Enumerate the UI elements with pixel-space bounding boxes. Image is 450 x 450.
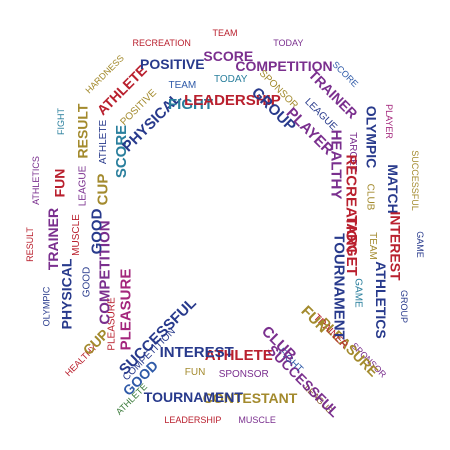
word-successful: SUCCESSFUL — [409, 149, 420, 211]
word-olympic: OLYMPIC — [40, 286, 51, 327]
word-team: TEAM — [168, 80, 197, 92]
word-athlete: ATHLETE — [204, 346, 273, 364]
word-recreation: RECREATION — [132, 38, 191, 49]
word-result: RESULT — [74, 103, 91, 159]
word-today: TODAY — [213, 74, 248, 86]
word-pleasure: PLEASURE — [117, 268, 135, 350]
word-muscle: MUSCLE — [71, 213, 83, 256]
word-muscle: MUSCLE — [238, 414, 276, 425]
word-sponsor: SPONSOR — [218, 368, 269, 380]
word-trainer: TRAINER — [45, 207, 62, 271]
word-competition: COMPETITION — [235, 58, 333, 75]
word-good: GOOD — [88, 208, 106, 255]
word-fight: FIGHT — [168, 96, 214, 114]
word-today: TODAY — [273, 38, 304, 49]
word-interest: INTEREST — [159, 344, 234, 362]
word-fight: FIGHT — [56, 107, 67, 135]
word-athletics: ATHLETICS — [373, 261, 390, 339]
word-game: GAME — [353, 277, 365, 308]
word-team: TEAM — [366, 232, 378, 260]
word-athletics: ATHLETICS — [30, 155, 41, 205]
word-result: RESULT — [25, 226, 36, 262]
word-leadership: LEADERSHIP — [164, 414, 222, 425]
word-interest: INTEREST — [388, 210, 405, 281]
word-league: LEAGUE — [77, 165, 89, 207]
word-player: PLAYER — [383, 103, 394, 139]
word-physical: PHYSICAL — [58, 258, 75, 330]
word-fun: FUN — [184, 366, 206, 378]
word-team: TEAM — [212, 27, 238, 38]
word-tournament: TOURNAMENT — [143, 389, 244, 406]
word-leadership: LEADERSHIP — [184, 91, 281, 109]
word-match: MATCH — [384, 164, 401, 214]
word-club: CLUB — [364, 183, 376, 211]
word-group: GROUP — [399, 289, 410, 323]
word-score: SCORE — [203, 48, 254, 65]
word-fun: FUN — [51, 168, 68, 197]
word-game: GAME — [414, 230, 425, 258]
word-olympic: OLYMPIC — [362, 105, 379, 168]
word-positive: POSITIVE — [140, 56, 205, 73]
word-athlete: ATHLETE — [98, 120, 110, 165]
word-contestant: CONTESTANT — [202, 390, 298, 407]
word-tournament: TOURNAMENT — [330, 232, 348, 340]
word-good: GOOD — [81, 266, 93, 298]
word-cup: CUP — [94, 173, 112, 206]
